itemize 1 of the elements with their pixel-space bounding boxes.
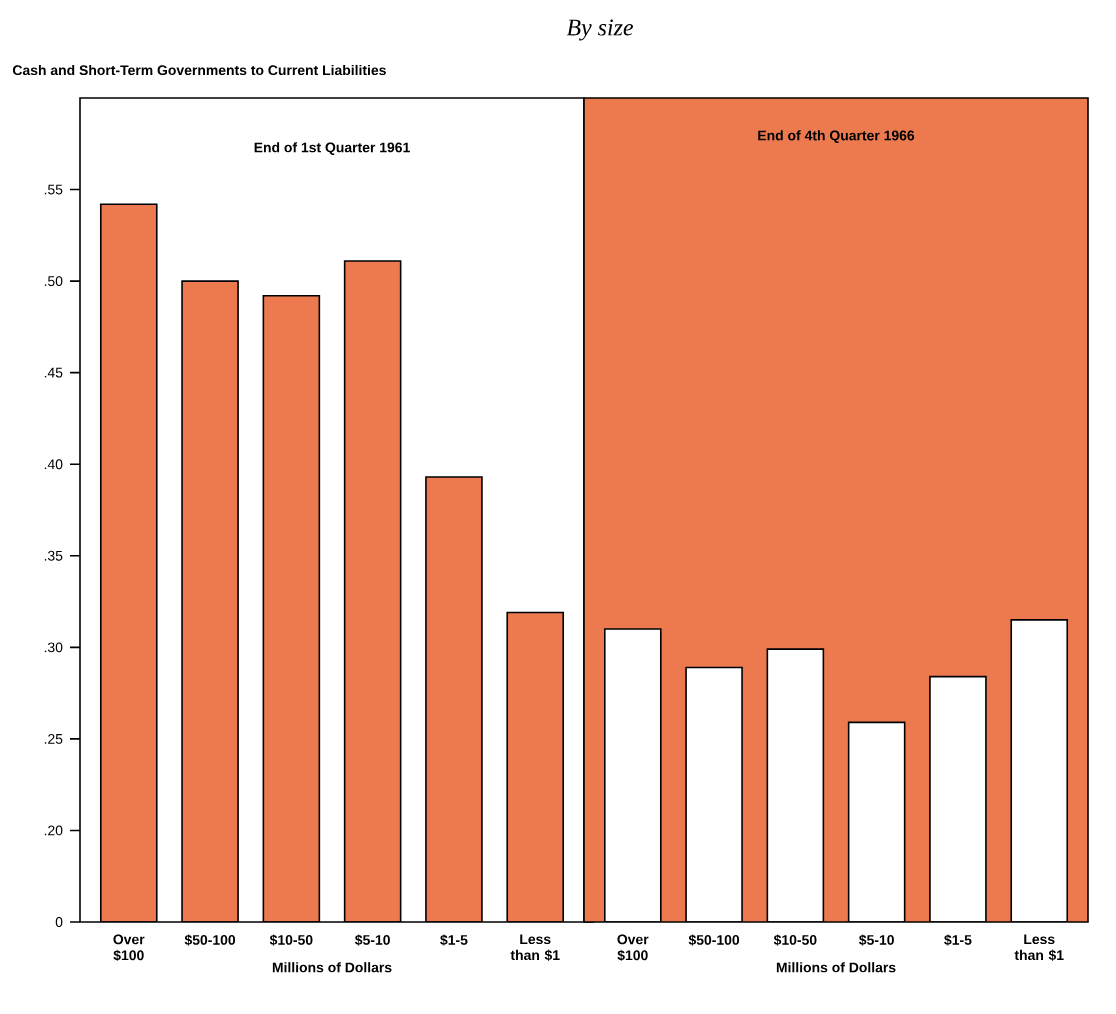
- chart-title: By size: [566, 19, 633, 41]
